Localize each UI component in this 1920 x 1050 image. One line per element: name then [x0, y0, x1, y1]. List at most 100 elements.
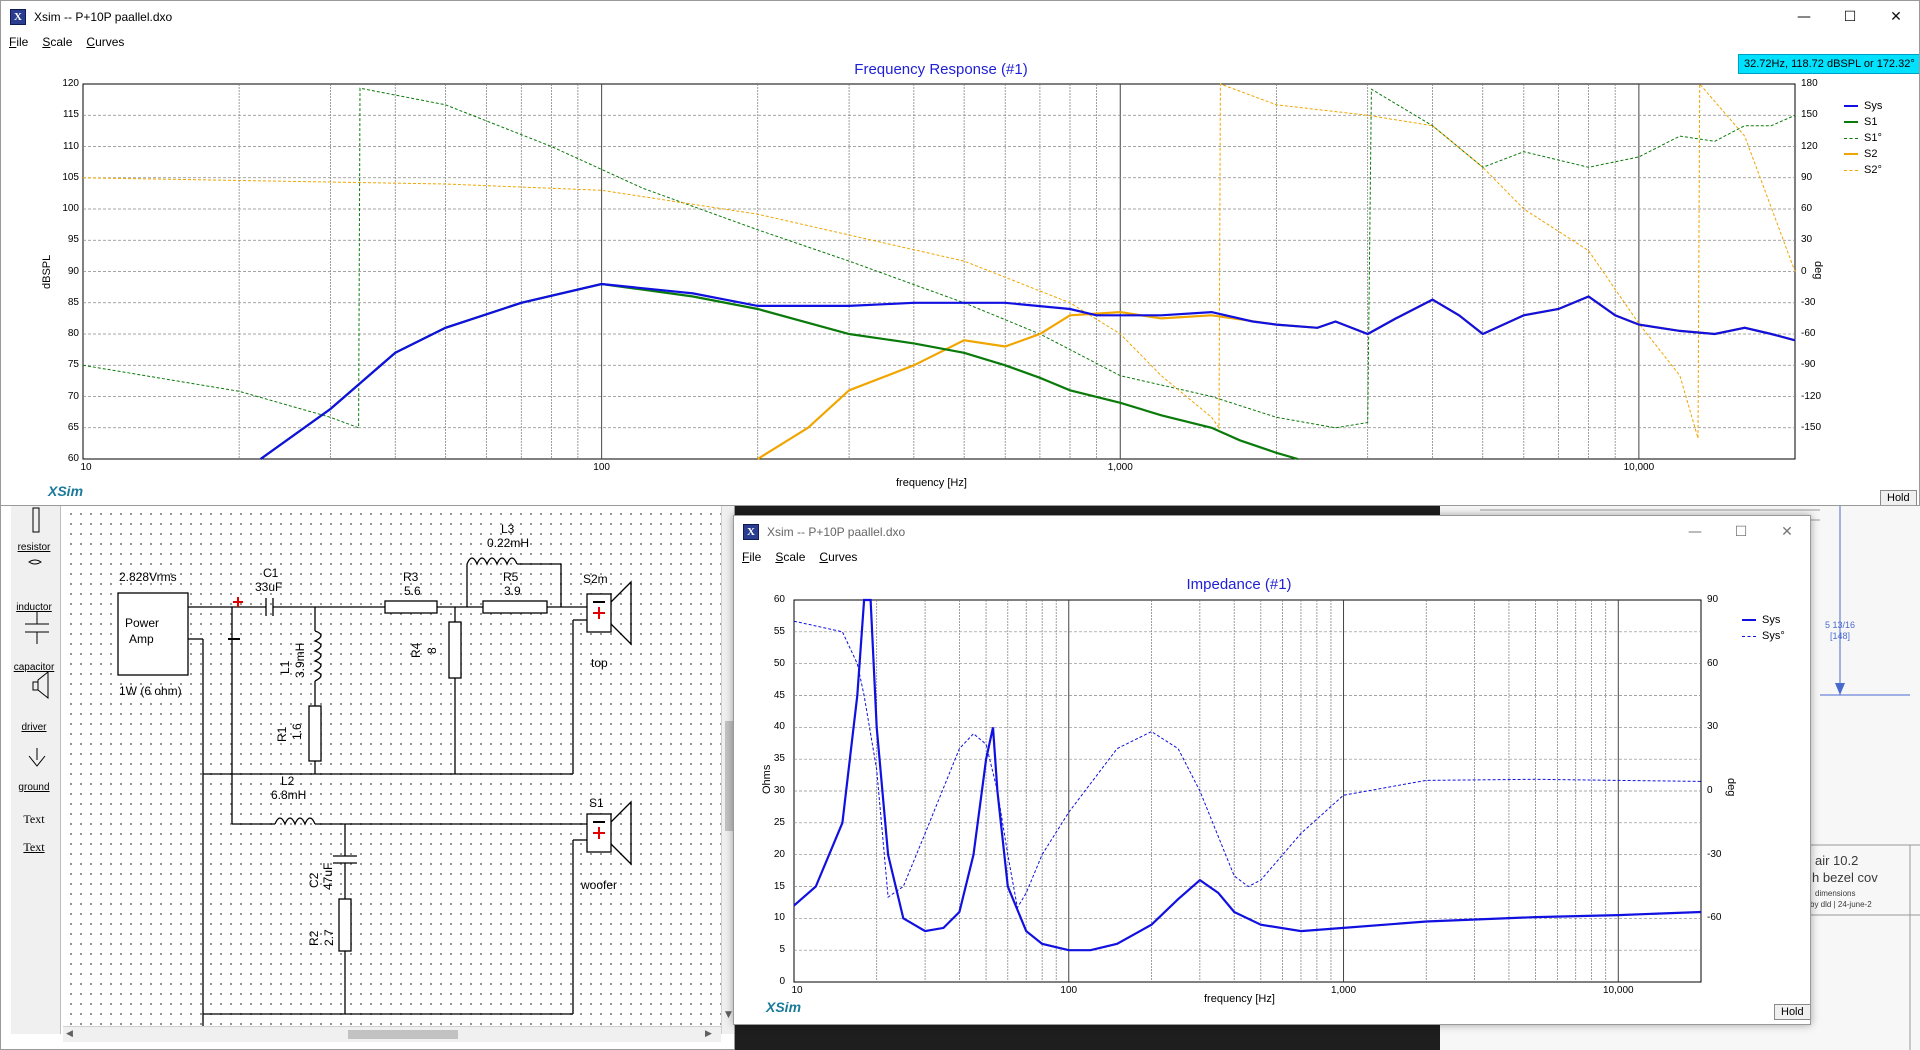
tool-resistor[interactable]: resistor [17, 542, 51, 553]
freq-y2-tick-label: -30 [1801, 296, 1816, 308]
r3-name: R3 [403, 570, 419, 584]
tool-text-static[interactable]: Text [23, 812, 45, 826]
freq-x-label: frequency [Hz] [896, 477, 967, 489]
imp-plot-title: Impedance (#1) [1186, 576, 1292, 593]
imp-x-tick-label: 10 [791, 985, 803, 996]
imp-y-tick-label: 5 [779, 944, 785, 956]
imp-y2-tick-label: -30 [1707, 848, 1722, 860]
freq-y-tick-label: 65 [67, 421, 79, 433]
imp-close-button[interactable]: ✕ [1781, 523, 1793, 540]
legend-swatch [1844, 105, 1858, 107]
l2-value: 6.8mH [271, 788, 307, 802]
doc-author: by dld | 24-june-2 [1810, 900, 1872, 909]
imp-maximize-button[interactable]: ☐ [1734, 523, 1748, 540]
scroll-thumb-v[interactable] [725, 721, 734, 831]
source-name-line2: Amp [129, 632, 154, 646]
freq-y-tick-label: 60 [67, 453, 79, 464]
freq-legend-item[interactable]: S1 [1844, 116, 1877, 128]
freq-plot-area[interactable] [1, 1, 1920, 506]
r3-value: 5.6 [404, 584, 421, 598]
legend-label: Sys [1864, 100, 1883, 112]
main-titlebar[interactable]: X Xsim -- P+10P paallel.dxo — ☐ ✕ [1, 1, 1919, 32]
schematic-wires [117, 557, 632, 1026]
imp-menu-file[interactable]: File [742, 550, 762, 564]
schematic-scrollbar-v[interactable]: ▼ [721, 506, 734, 1034]
imp-y-tick-label: 10 [773, 912, 785, 924]
r5-value: 3.9 [504, 584, 521, 598]
legend-label: Sys° [1762, 630, 1785, 642]
l3-name: L3 [501, 522, 515, 536]
imp-window-title: Xsim -- P+10P paallel.dxo [767, 524, 906, 539]
l2-name: L2 [281, 774, 295, 788]
impedance-window: X Xsim -- P+10P paallel.dxo — ☐ ✕ File S… [733, 515, 1811, 1025]
schematic-scrollbar-h[interactable]: ◀ ▶ [63, 1026, 721, 1042]
freq-y2-label: deg [1812, 261, 1824, 280]
imp-y-tick-label: 50 [773, 657, 785, 669]
doc-title-1: air 10.2 [1815, 853, 1859, 868]
doc-subtitle: dimensions [1815, 889, 1856, 898]
tool-driver[interactable]: driver [21, 722, 47, 733]
freq-y2-tick-label: 120 [1801, 140, 1818, 152]
tool-text[interactable]: Text [23, 840, 45, 854]
legend-swatch [1844, 153, 1858, 155]
imp-legend-item[interactable]: Sys [1742, 614, 1780, 626]
s2-label: top [591, 656, 608, 670]
cursor-readout: 32.72Hz, 118.72 dBSPL or 172.32° [1738, 54, 1919, 74]
freq-y2-tick-label: 30 [1801, 234, 1813, 246]
imp-menubar: File Scale Curves [734, 547, 1810, 567]
tool-ground[interactable]: ground [18, 782, 50, 793]
schematic-canvas[interactable]: 2.828Vrms Power Amp 1W (6 ohm) C1 33uF L… [63, 506, 721, 1026]
freq-y-tick-label: 120 [62, 78, 79, 89]
imp-menu-curves[interactable]: Curves [819, 550, 858, 564]
imp-y2-tick-label: 0 [1707, 785, 1713, 796]
l1-name: L1 [278, 660, 292, 674]
scroll-left-arrow[interactable]: ◀ [66, 1029, 73, 1039]
tool-capacitor[interactable]: capacitor [13, 662, 55, 673]
l1-value: 3.9mH [293, 642, 307, 678]
hold-button[interactable]: Hold [1880, 490, 1917, 505]
imp-grid [793, 599, 1702, 983]
freq-y2-tick-label: -90 [1801, 359, 1816, 371]
imp-x-tick-label: 100 [1060, 985, 1078, 996]
series-sys [259, 282, 1796, 460]
r1-value: 1.6 [290, 723, 304, 740]
imp-x-tick-label: 1,000 [1331, 985, 1357, 996]
menu-scale[interactable]: Scale [42, 35, 73, 49]
r1-name: R1 [275, 726, 289, 742]
xsim-app-icon: X [10, 8, 26, 25]
imp-minimize-button[interactable]: — [1688, 523, 1702, 540]
imp-titlebar[interactable]: X Xsim -- P+10P paallel.dxo — ☐ ✕ [734, 516, 1810, 547]
freq-x-tick-label: 1,000 [1107, 462, 1133, 473]
scroll-thumb-h[interactable] [348, 1030, 458, 1039]
doc-title-2: h bezel cov [1812, 870, 1878, 885]
imp-plot-area[interactable] [734, 516, 1811, 1025]
freq-legend-item[interactable]: S2° [1844, 164, 1882, 176]
freq-y-tick-label: 100 [62, 203, 79, 214]
imp-legend-item[interactable]: Sys° [1742, 630, 1785, 642]
scroll-right-arrow[interactable]: ▶ [705, 1029, 712, 1039]
s1-name: S1 [589, 796, 604, 810]
legend-swatch [1844, 169, 1858, 171]
imp-y-tick-label: 40 [773, 721, 785, 733]
source-power: 1W (6 ohm) [119, 684, 182, 698]
close-button[interactable]: ✕ [1890, 8, 1902, 25]
freq-legend-item[interactable]: S2 [1844, 148, 1877, 160]
minimize-button[interactable]: — [1797, 8, 1811, 25]
r4-value: 8 [425, 647, 439, 654]
freq-y-tick-label: 90 [67, 265, 79, 277]
scroll-down-arrow[interactable]: ▼ [725, 1010, 732, 1020]
freq-y-label: dBSPL [41, 254, 53, 289]
menu-curves[interactable]: Curves [86, 35, 125, 49]
freq-legend-item[interactable]: Sys [1844, 100, 1882, 112]
imp-hold-button[interactable]: Hold [1774, 1004, 1810, 1020]
imp-menu-scale[interactable]: Scale [775, 550, 806, 564]
tool-inductor[interactable]: inductor [16, 602, 52, 613]
r5-name: R5 [503, 570, 519, 584]
freq-x-tick-label: 10,000 [1623, 462, 1655, 473]
component-toolbox: resistor inductor capacitor driver groun… [11, 506, 61, 1034]
maximize-button[interactable]: ☐ [1843, 8, 1857, 25]
imp-y-tick-label: 0 [779, 976, 785, 987]
menu-file[interactable]: File [9, 35, 29, 49]
r2-name: R2 [307, 930, 321, 946]
freq-legend-item[interactable]: S1° [1844, 132, 1882, 144]
